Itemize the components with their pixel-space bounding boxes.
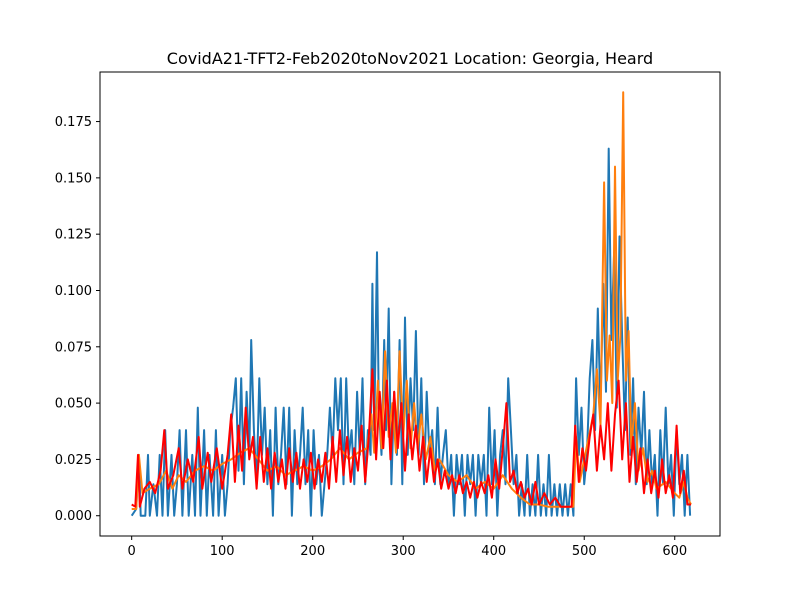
y-tick-label: 0.000: [55, 509, 92, 524]
chart-title: CovidA21-TFT2-Feb2020toNov2021 Location:…: [167, 49, 653, 68]
x-tick-label: 100: [210, 544, 235, 559]
plot-frame: [99, 71, 721, 537]
y-tick-label: 0.050: [55, 397, 92, 412]
x-tick-label: 600: [662, 544, 687, 559]
x-tick-label: 200: [300, 544, 325, 559]
x-tick-label: 400: [481, 544, 506, 559]
y-tick-label: 0.125: [55, 228, 92, 243]
y-tick-label: 0.150: [55, 171, 92, 186]
series-line-1: [130, 147, 692, 517]
series-line-3: [131, 368, 691, 508]
axis-ticks: 0 100 200 300 400 500 600 0.000 0.025 0.050 0.075 0…: [55, 115, 687, 559]
x-tick-label: 300: [391, 544, 416, 559]
y-tick-label: 0.075: [55, 340, 92, 355]
x-tick-label: 0: [128, 544, 136, 559]
y-tick-label: 0.025: [55, 453, 92, 468]
x-tick-label: 500: [572, 544, 597, 559]
series-line-2: [131, 91, 692, 510]
y-tick-label: 0.100: [55, 284, 92, 299]
y-tick-label: 0.175: [55, 115, 92, 130]
plot-area: [130, 91, 692, 517]
